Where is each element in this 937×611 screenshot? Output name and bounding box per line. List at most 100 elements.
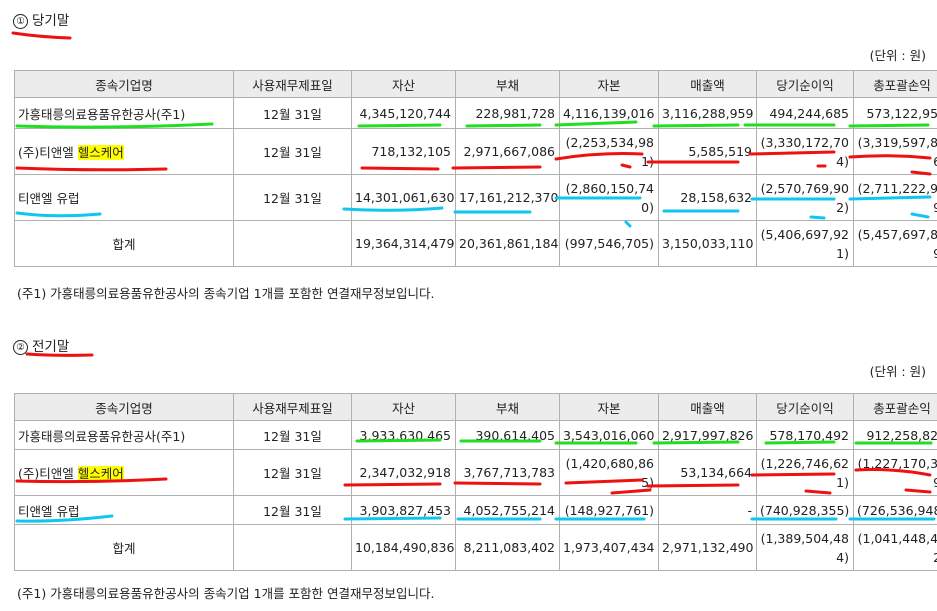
equity-value: 3,543,016,060 [559,420,659,450]
total-liabilities: 8,211,083,402 [455,524,560,571]
total-label: 합계 [14,220,234,267]
liabilities-value: 390,614,405 [455,420,560,450]
company-name-prefix: (주)티앤엘 [18,145,78,160]
liabilities-value: 228,981,728 [455,97,560,129]
liabilities-value: 2,971,667,086 [455,128,560,175]
total-net-income: (5,406,697,921) [756,220,854,267]
company-name: (주)티앤엘 헬스케어 [14,449,234,496]
assets-value: 3,903,827,453 [351,495,456,525]
section-title-text: 당기말 [32,13,70,29]
net-income-value: (1,226,746,621) [756,449,854,496]
net-income-value: 494,244,685 [756,97,854,129]
equity-value: (1,420,680,865) [559,449,659,496]
table-row: 티앤엘 유럽 12월 31일 14,301,061,630 17,161,212… [14,174,937,221]
assets-value: 3,933,630,465 [351,420,456,450]
total-assets: 10,184,490,836 [351,524,456,571]
statement-date: 12월 31일 [233,420,352,450]
comprehensive-income-value: (2,711,222,979) [853,174,937,221]
net-income-value: (740,928,355) [756,495,854,525]
col-header-liabilities: 부채 [455,70,560,98]
revenue-value: 28,158,632 [658,174,757,221]
footnote-prior: (주1) 가흥태릉의료용품유한공사의 종속기업 1개를 포함한 연결재무정보입니… [17,586,435,601]
statement-date: 12월 31일 [233,97,352,129]
section-title-current: ① 당기말 [13,9,69,29]
equity-value: (148,927,761) [559,495,659,525]
comprehensive-income-value: 912,258,825 [853,420,937,450]
total-row: 합계 19,364,314,479 20,361,861,184 (997,54… [14,220,937,267]
col-header-net-income: 당기순이익 [756,70,854,98]
table-row: 가흥태릉의료용품유한공사(주1) 12월 31일 3,933,630,465 3… [14,420,937,450]
assets-value: 718,132,105 [351,128,456,175]
assets-value: 4,345,120,744 [351,97,456,129]
table-row: (주)티앤엘 헬스케어 12월 31일 718,132,105 2,971,66… [14,128,937,175]
comprehensive-income-value: (1,227,170,369) [853,449,937,496]
total-label: 합계 [14,524,234,571]
total-comprehensive-income: (5,457,697,899) [853,220,937,267]
total-revenue: 2,971,132,490 [658,524,757,571]
assets-value: 14,301,061,630 [351,174,456,221]
revenue-value: 2,917,997,826 [658,420,757,450]
revenue-value: 3,116,288,959 [658,97,757,129]
table-row: (주)티앤엘 헬스케어 12월 31일 2,347,032,918 3,767,… [14,449,937,496]
underline-title-current [11,31,72,40]
col-header-statement-date: 사용재무제표일 [233,70,352,98]
revenue-value: 5,585,519 [658,128,757,175]
total-net-income: (1,389,504,484) [756,524,854,571]
liabilities-value: 17,161,212,370 [455,174,560,221]
net-income-value: (2,570,769,902) [756,174,854,221]
total-liabilities: 20,361,861,184 [455,220,560,267]
total-assets: 19,364,314,479 [351,220,456,267]
col-header-equity: 자본 [559,70,659,98]
total-revenue: 3,150,033,110 [658,220,757,267]
table-header-row: 종속기업명 사용재무제표일 자산 부채 자본 매출액 당기순이익 총포괄손익 [14,393,937,421]
col-header-net-income: 당기순이익 [756,393,854,421]
company-name: 티앤엘 유럽 [14,174,234,221]
col-header-comprehensive-income: 총포괄손익 [853,70,937,98]
net-income-value: 578,170,492 [756,420,854,450]
comprehensive-income-value: 573,122,956 [853,97,937,129]
section-title-prior: ② 전기말 [13,335,69,355]
table-header-row: 종속기업명 사용재무제표일 자산 부채 자본 매출액 당기순이익 총포괄손익 [14,70,937,98]
equity-value: (2,253,534,981) [559,128,659,175]
table-current: 종속기업명 사용재무제표일 자산 부채 자본 매출액 당기순이익 총포괄손익 가… [14,70,937,267]
company-name: 티앤엘 유럽 [14,495,234,525]
statement-date: 12월 31일 [233,495,352,525]
col-header-company: 종속기업명 [14,70,234,98]
comprehensive-income-value: (3,319,597,876) [853,128,937,175]
col-header-statement-date: 사용재무제표일 [233,393,352,421]
revenue-value: - [658,495,757,525]
col-header-liabilities: 부채 [455,393,560,421]
col-header-revenue: 매출액 [658,393,757,421]
table-row: 티앤엘 유럽 12월 31일 3,903,827,453 4,052,755,2… [14,495,937,525]
company-name-highlight: 헬스케어 [77,145,124,160]
col-header-assets: 자산 [351,70,456,98]
col-header-comprehensive-income: 총포괄손익 [853,393,937,421]
company-name: (주)티앤엘 헬스케어 [14,128,234,175]
circled-number-2: ② [13,340,28,355]
company-name-highlight: 헬스케어 [77,466,124,481]
col-header-assets: 자산 [351,393,456,421]
statement-date: 12월 31일 [233,128,352,175]
statement-date: 12월 31일 [233,174,352,221]
company-name: 가흥태릉의료용품유한공사(주1) [14,97,234,129]
liabilities-value: 4,052,755,214 [455,495,560,525]
statement-date: 12월 31일 [233,449,352,496]
total-date-empty [233,524,352,571]
revenue-value: 53,134,664 [658,449,757,496]
section-title-text: 전기말 [32,339,70,355]
unit-label-current: (단위 : 원) [869,48,926,63]
company-name: 가흥태릉의료용품유한공사(주1) [14,420,234,450]
net-income-value: (3,330,172,704) [756,128,854,175]
col-header-equity: 자본 [559,393,659,421]
equity-value: (2,860,150,740) [559,174,659,221]
table-prior: 종속기업명 사용재무제표일 자산 부채 자본 매출액 당기순이익 총포괄손익 가… [14,393,937,571]
total-row: 합계 10,184,490,836 8,211,083,402 1,973,40… [14,524,937,571]
equity-value: 4,116,139,016 [559,97,659,129]
total-equity: 1,973,407,434 [559,524,659,571]
assets-value: 2,347,032,918 [351,449,456,496]
col-header-company: 종속기업명 [14,393,234,421]
footnote-current: (주1) 가흥태릉의료용품유한공사의 종속기업 1개를 포함한 연결재무정보입니… [17,286,435,301]
total-equity: (997,546,705) [559,220,659,267]
table-row: 가흥태릉의료용품유한공사(주1) 12월 31일 4,345,120,744 2… [14,97,937,129]
col-header-revenue: 매출액 [658,70,757,98]
